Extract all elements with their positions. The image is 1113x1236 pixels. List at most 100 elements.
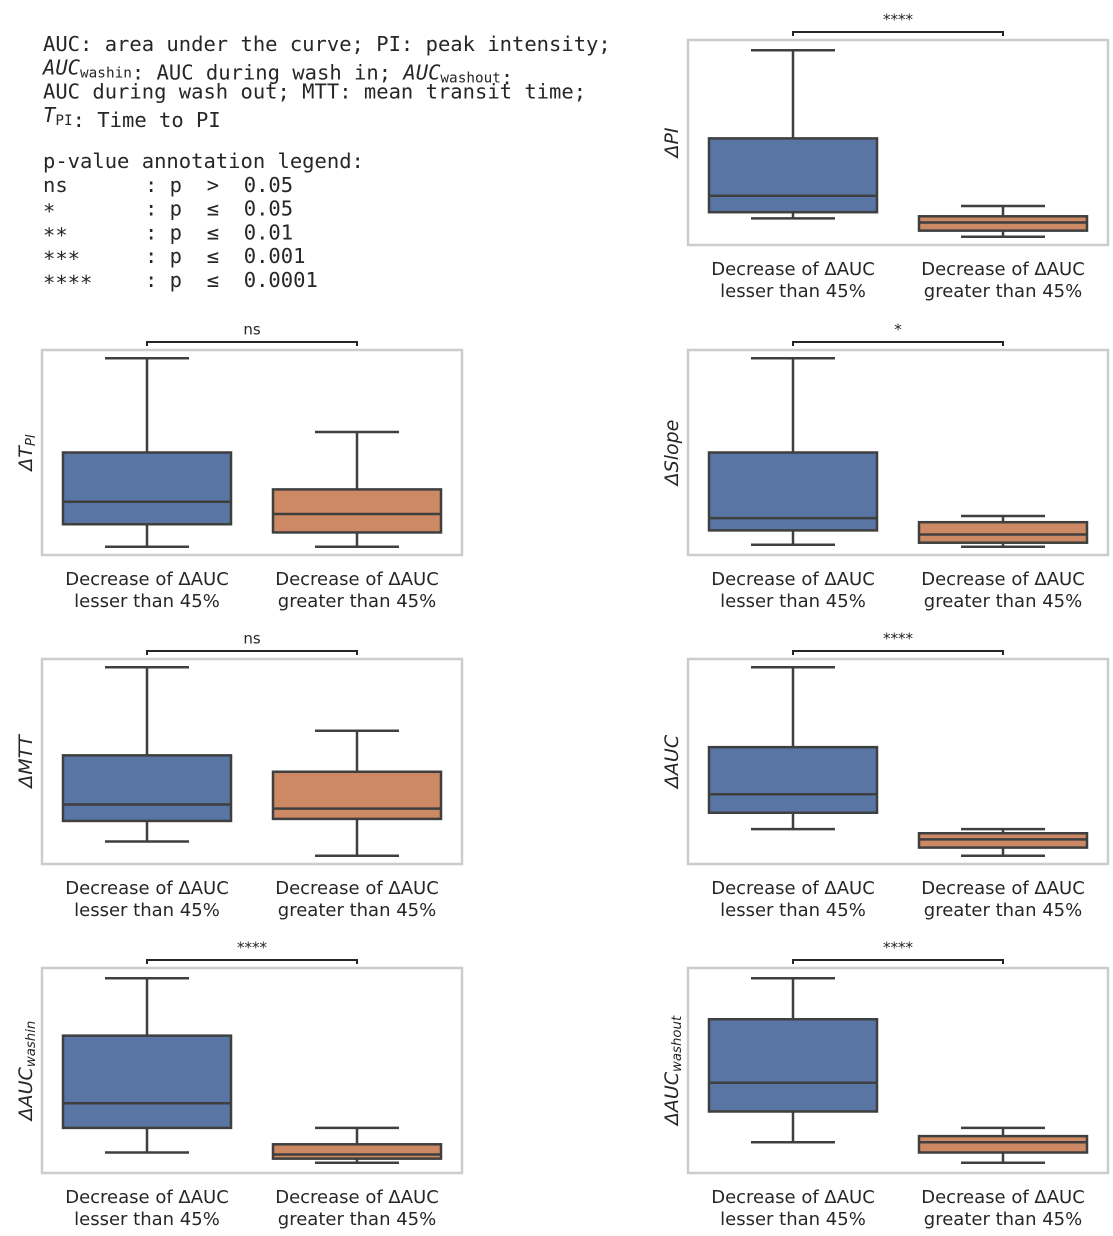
significance-bracket [146, 959, 358, 964]
x-tick-label: lesser than 45% [74, 591, 220, 612]
y-axis-label: ΔAUC [661, 734, 683, 790]
legend-condition: : p ≤ 0.001 [145, 244, 305, 268]
plot-frame [686, 38, 1110, 247]
box [61, 754, 233, 823]
box [707, 1018, 879, 1113]
legend-condition: : p ≤ 0.0001 [145, 268, 318, 292]
significance-label: **** [883, 630, 914, 648]
subscript: washin [80, 66, 132, 82]
significance-label: ns [243, 321, 261, 339]
legend-condition: : p > 0.05 [145, 173, 293, 197]
legend-title: p-value annotation legend: [43, 149, 364, 173]
x-tick-label: Decrease of ΔAUC [65, 569, 229, 590]
text-part: : [501, 66, 513, 90]
text-part: ΔMTT [15, 734, 37, 790]
text-part: ΔT [15, 445, 37, 473]
legend-condition: : p ≤ 0.05 [145, 197, 293, 221]
note-line: TPI: Time to PI [43, 103, 221, 132]
plot-frame [686, 966, 1110, 1175]
legend-condition: : p ≤ 0.01 [145, 220, 293, 244]
x-tick-label: greater than 45% [924, 900, 1082, 921]
plot-frame [40, 348, 464, 557]
plot-frame [686, 348, 1110, 557]
x-tick-label: Decrease of ΔAUC [711, 878, 875, 899]
note-line: AUC: area under the curve; PI: peak inte… [43, 32, 611, 56]
x-tick-label: Decrease of ΔAUC [921, 259, 1085, 280]
x-tick-label: lesser than 45% [720, 1209, 866, 1230]
x-tick-label: Decrease of ΔAUC [711, 1187, 875, 1208]
legend-symbol: * [43, 200, 55, 224]
note-line: AUCwashin: AUC during wash in; AUCwashou… [41, 56, 513, 90]
subscript: washout [440, 71, 500, 87]
text-part: AUC [401, 61, 441, 85]
x-tick-label: Decrease of ΔAUC [921, 1187, 1085, 1208]
box [707, 745, 879, 815]
legend-symbol: ** [43, 223, 68, 247]
significance-bracket [146, 341, 358, 346]
box [61, 1034, 233, 1130]
x-tick-label: greater than 45% [924, 281, 1082, 302]
x-tick-label: lesser than 45% [74, 900, 220, 921]
significance-label: **** [883, 11, 914, 29]
plot-frame [40, 657, 464, 866]
text-part: AUC during wash out; MTT: mean transit t… [43, 79, 586, 103]
x-tick-label: Decrease of ΔAUC [275, 569, 439, 590]
x-tick-label: lesser than 45% [720, 900, 866, 921]
text-part: : Time to PI [73, 108, 221, 132]
x-tick-label: lesser than 45% [720, 281, 866, 302]
legend-symbol: **** [43, 271, 92, 295]
significance-bracket [792, 650, 1004, 655]
note-line: AUC during wash out; MTT: mean transit t… [43, 79, 586, 103]
subscript: washin [24, 1021, 39, 1068]
significance-label: **** [883, 939, 914, 957]
x-tick-label: greater than 45% [924, 1209, 1082, 1230]
significance-bracket [146, 650, 358, 655]
subscript: washout [670, 1015, 685, 1072]
box [61, 451, 233, 526]
text-part: ΔAUC [661, 734, 683, 790]
x-tick-label: lesser than 45% [720, 591, 866, 612]
text-part: ΔPI [661, 127, 683, 159]
box [917, 1134, 1089, 1154]
legend-symbol: *** [43, 247, 80, 271]
box [707, 137, 879, 214]
plot-frame [686, 657, 1110, 866]
x-tick-label: greater than 45% [924, 591, 1082, 612]
box [917, 520, 1089, 544]
box [271, 488, 443, 534]
x-tick-label: Decrease of ΔAUC [275, 878, 439, 899]
y-axis-label: ΔPI [661, 127, 683, 159]
x-tick-label: greater than 45% [278, 900, 436, 921]
significance-bracket [792, 31, 1004, 36]
significance-label: ns [243, 630, 261, 648]
x-tick-label: greater than 45% [278, 1209, 436, 1230]
significance-bracket [792, 341, 1004, 346]
significance-label: * [894, 321, 902, 339]
text-part: T [43, 103, 57, 127]
x-tick-label: Decrease of ΔAUC [275, 1187, 439, 1208]
text-part: AUC [41, 56, 81, 80]
subscript: PI [24, 434, 39, 446]
text-part: ΔAUC [15, 1066, 37, 1122]
significance-bracket [792, 959, 1004, 964]
x-tick-label: greater than 45% [278, 591, 436, 612]
box [271, 770, 443, 821]
x-tick-label: lesser than 45% [74, 1209, 220, 1230]
x-tick-label: Decrease of ΔAUC [921, 878, 1085, 899]
y-axis-label: ΔSlope [661, 420, 683, 488]
text-part: AUC: area under the curve; PI: peak inte… [43, 32, 611, 56]
text-part: : AUC during wash in; [132, 61, 404, 85]
text-part: ΔAUC [661, 1071, 683, 1127]
y-axis-label: ΔAUCwashout [661, 1015, 686, 1127]
x-tick-label: Decrease of ΔAUC [711, 569, 875, 590]
y-axis-label: ΔAUCwashin [15, 1021, 40, 1123]
x-tick-label: Decrease of ΔAUC [921, 569, 1085, 590]
x-tick-label: Decrease of ΔAUC [65, 1187, 229, 1208]
y-axis-label: ΔMTT [15, 734, 37, 790]
subscript: PI [55, 113, 72, 129]
text-part: ΔSlope [661, 420, 683, 488]
significance-label: **** [237, 939, 268, 957]
plot-frame [40, 966, 464, 1175]
legend-symbol: ns [43, 173, 68, 197]
